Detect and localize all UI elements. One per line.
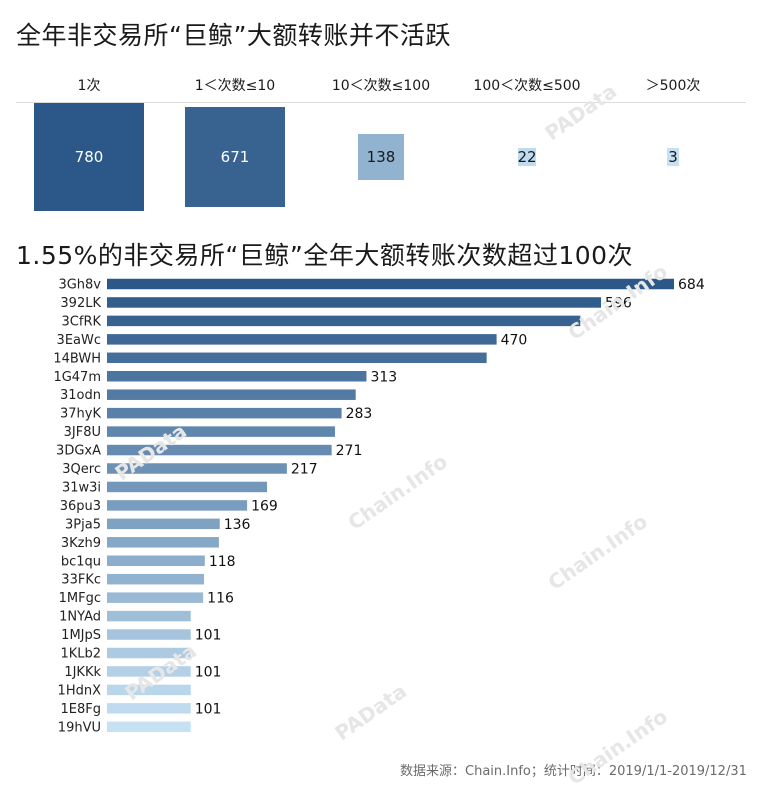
data-label-17: 116 xyxy=(207,591,234,607)
bar-19 xyxy=(107,629,191,640)
category-label-0: 3Gh8v xyxy=(58,278,101,293)
frequency-header-3: 100＜次数≤500 xyxy=(473,78,581,94)
frequency-box-1: 671 xyxy=(184,106,286,208)
category-label-19: 1MJpS xyxy=(61,628,101,643)
category-label-13: 3Pja5 xyxy=(65,517,101,532)
data-label-13: 136 xyxy=(224,517,251,533)
frequency-value-2: 138 xyxy=(366,147,396,166)
bar-20 xyxy=(107,647,191,659)
data-label-23: 101 xyxy=(195,701,222,717)
data-label-15: 118 xyxy=(209,554,236,570)
bar-6 xyxy=(107,389,356,400)
bar-3 xyxy=(107,334,497,345)
data-label-3: 470 xyxy=(501,332,528,348)
category-label-11: 31w3i xyxy=(62,480,101,495)
category-label-22: 1HdnX xyxy=(58,683,102,698)
category-label-23: 1E8Fg xyxy=(61,702,102,717)
category-label-9: 3DGxA xyxy=(56,444,101,459)
category-label-8: 3JF8U xyxy=(64,425,101,440)
frequency-value-3: 22 xyxy=(517,147,537,166)
data-label-10: 217 xyxy=(291,462,318,478)
bar-22 xyxy=(107,684,191,696)
frequency-value-1: 671 xyxy=(220,147,250,166)
frequency-box-2: 138 xyxy=(358,134,404,180)
data-label-12: 169 xyxy=(251,498,278,514)
category-label-7: 37hyK xyxy=(60,407,101,422)
bar-0 xyxy=(107,278,674,290)
bar-10 xyxy=(107,463,287,474)
data-label-9: 271 xyxy=(336,443,363,459)
category-label-4: 14BWH xyxy=(53,351,101,366)
frequency-header-4: ＞500次 xyxy=(645,78,701,94)
data-label-7: 283 xyxy=(346,406,373,422)
data-label-21: 101 xyxy=(195,664,222,680)
category-label-15: bc1qu xyxy=(61,554,101,569)
bar-7 xyxy=(107,407,342,419)
data-label-5: 313 xyxy=(370,369,397,385)
frequency-box-0: 780 xyxy=(34,103,144,211)
data-label-0: 684 xyxy=(678,277,705,293)
category-label-10: 3Qerc xyxy=(62,462,101,477)
category-label-3: 3EaWc xyxy=(57,333,101,348)
bar-chart: 3Gh8v 684 392LK 596 3CfRK 3EaWc 470 14BWH 1G47m 3… xyxy=(53,277,705,735)
category-label-5: 1G47m xyxy=(53,370,101,385)
bar-4 xyxy=(107,352,487,364)
bottom-chart-title: 1.55%的非交易所“巨鲸”全年大额转账次数超过100次 xyxy=(16,241,634,270)
category-label-18: 1NYAd xyxy=(59,610,101,625)
frequency-box-3: 22 xyxy=(517,147,537,167)
frequency-value-0: 780 xyxy=(74,148,104,166)
category-label-21: 1JKKk xyxy=(64,665,101,680)
category-label-6: 31odn xyxy=(60,388,101,403)
category-label-24: 19hVU xyxy=(58,720,101,735)
frequency-header-row xyxy=(16,68,746,103)
bar-9 xyxy=(107,444,332,456)
bar-11 xyxy=(107,481,267,493)
frequency-header-2: 10＜次数≤100 xyxy=(331,78,431,94)
bar-16 xyxy=(107,573,204,585)
frequency-box-4: 3 xyxy=(666,148,680,166)
source-note: 数据来源：Chain.Info；统计时间：2019/1/1-2019/12/31 xyxy=(400,764,747,779)
bar-15 xyxy=(107,555,205,566)
category-label-16: 33FKc xyxy=(61,573,101,588)
frequency-header-1: 1＜次数≤10 xyxy=(194,78,276,94)
bar-1 xyxy=(107,297,602,308)
data-label-19: 101 xyxy=(195,628,222,644)
data-label-1: 596 xyxy=(605,295,632,311)
bar-13 xyxy=(107,518,220,530)
category-label-12: 36pu3 xyxy=(60,499,101,514)
bar-21 xyxy=(107,666,191,677)
category-label-14: 3Kzh9 xyxy=(61,536,101,551)
bar-23 xyxy=(107,703,191,714)
bar-18 xyxy=(107,610,191,622)
category-label-2: 3CfRK xyxy=(62,314,102,329)
category-label-20: 1KLb2 xyxy=(60,647,101,662)
bar-17 xyxy=(107,592,204,603)
category-label-1: 392LK xyxy=(60,296,101,311)
bar-24 xyxy=(107,721,191,733)
bar-8 xyxy=(107,426,335,437)
frequency-header-0: 1次 xyxy=(77,78,101,94)
bar-5 xyxy=(107,371,367,382)
top-chart-title: 全年非交易所“巨鲸”大额转账并不活跃 xyxy=(16,21,451,50)
frequency-value-4: 3 xyxy=(667,148,679,166)
bar-14 xyxy=(107,537,219,548)
bar-2 xyxy=(107,315,581,327)
category-label-17: 1MFgc xyxy=(59,591,101,606)
bar-12 xyxy=(107,500,248,511)
